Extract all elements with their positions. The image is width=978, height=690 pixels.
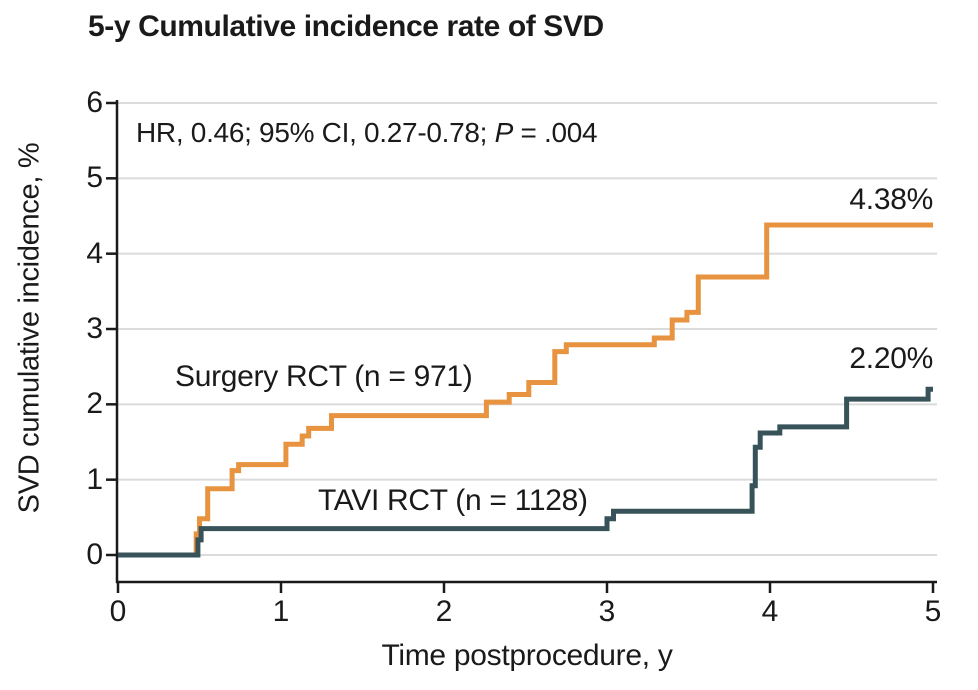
y-tick-label: 1: [86, 462, 103, 496]
tavi-series-label: TAVI RCT (n = 1128): [318, 484, 588, 517]
curves: [118, 222, 933, 558]
hazard-ratio-annotation: HR, 0.46; 95% CI, 0.27-0.78; P = .004: [136, 117, 598, 149]
axes: [106, 100, 937, 593]
surgery-step-line: [118, 222, 933, 558]
y-tick-label: 4: [86, 236, 103, 270]
x-tick-label: 0: [109, 595, 127, 628]
tavi-end-value-label: 2.20%: [849, 342, 933, 375]
x-tick-label: 3: [598, 595, 616, 628]
tavi-step-line: [118, 386, 933, 558]
y-tick-label: 5: [86, 161, 103, 195]
x-tick-label: 2: [435, 595, 453, 628]
y-tick-label: 6: [86, 86, 103, 119]
annotation-p-symbol: P: [494, 117, 514, 148]
y-tick-label: 3: [86, 312, 103, 345]
chart-title: 5-y Cumulative incidence rate of SVD: [88, 10, 604, 43]
annotation-p-value: = .004: [513, 117, 598, 148]
x-tick-label: 4: [761, 595, 779, 628]
surgery-series-label: Surgery RCT (n = 971): [175, 360, 473, 393]
x-axis-title: Time postprocedure, y: [381, 639, 673, 672]
y-tick-label: 0: [86, 538, 103, 571]
x-tick-label: 5: [924, 595, 942, 628]
annotation-prefix: HR, 0.46; 95% CI, 0.27-0.78;: [136, 117, 495, 148]
gridlines: [118, 102, 937, 556]
surgery-end-value-label: 4.38%: [849, 183, 933, 216]
y-tick-label: 2: [86, 387, 103, 421]
x-tick-label: 1: [272, 595, 290, 628]
